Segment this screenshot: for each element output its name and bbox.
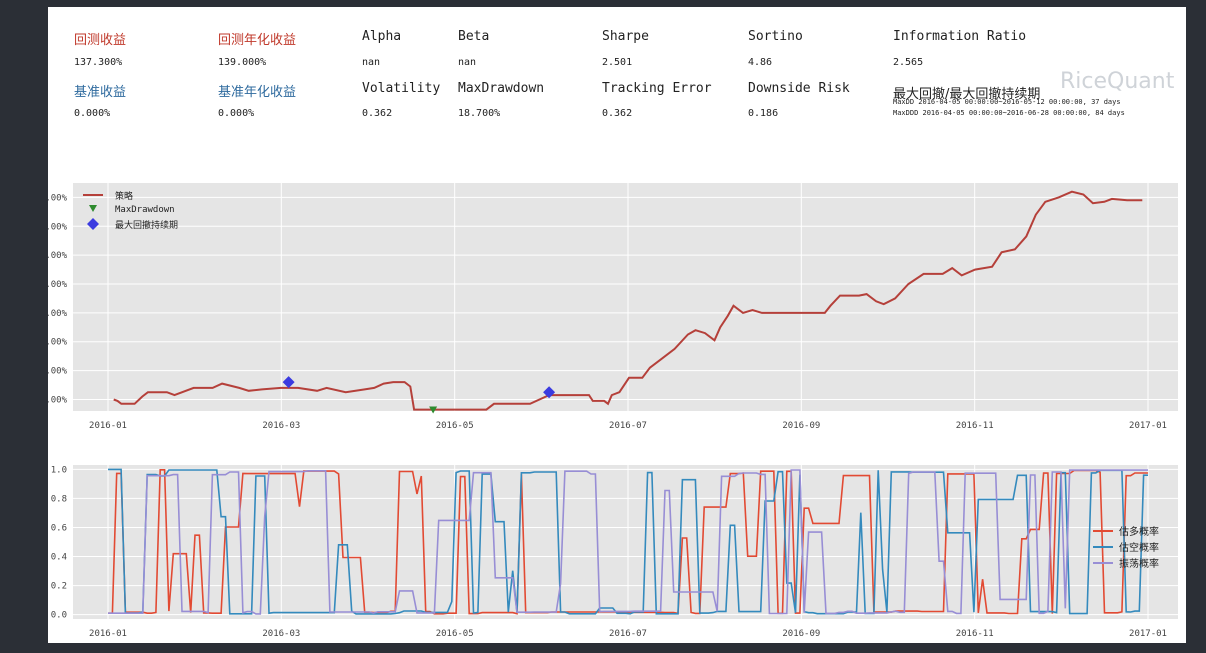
y-tick-label: 100.00%	[48, 251, 68, 261]
legend-label: 策略	[115, 190, 133, 202]
y-tick-label: 0.8	[51, 494, 67, 504]
stat-label: Volatility	[362, 81, 441, 96]
maxddd-marker	[282, 376, 295, 389]
plot-area	[73, 183, 1178, 411]
stat-label: 基准收益	[74, 85, 127, 100]
maxddd-text: MaxDDD 2016-04-05 00:00:00~2016-06-28 00…	[893, 109, 1125, 117]
y-tick-label: 20.00%	[48, 367, 68, 377]
stat-label: Downside Risk	[748, 81, 850, 96]
regime-probability-chart: 2016-01 2016-03 2016-05 2016-07 2016-09 2016-…	[51, 465, 1178, 639]
y-tick-label: 0.6	[51, 523, 67, 533]
stat-value: 139.000%	[218, 57, 267, 68]
x-tick-label: 2016-11	[956, 421, 994, 431]
stat-value: 0.362	[362, 108, 393, 119]
x-tick-label: 2016-11	[956, 629, 994, 639]
y-tick-label: 0.2	[51, 582, 67, 592]
chart1-legend: 策略 MaxDrawdown 最大回撤持续期	[83, 190, 178, 231]
legend-label: 振荡概率	[1119, 557, 1159, 570]
x-tick-label: 2016-03	[262, 421, 300, 431]
stat-value: 137.300%	[74, 57, 123, 68]
ricequant-watermark: RiceQuant	[1060, 69, 1175, 94]
stat-label: 回测年化收益	[218, 33, 297, 48]
stat-value: 0.362	[602, 108, 633, 119]
stat-value: nan	[458, 57, 477, 68]
stat-value: 4.86	[748, 57, 773, 68]
probability-line	[108, 469, 1148, 615]
y-tick-label: 120.00%	[48, 222, 68, 232]
x-tick-label: 2016-03	[262, 629, 300, 639]
x-tick-label: 2016-05	[436, 629, 474, 639]
legend-label: 最大回撤持续期	[115, 219, 178, 231]
stat-label: 回测收益	[74, 33, 127, 48]
legend-label: MaxDrawdown	[115, 205, 175, 215]
legend-swatch-maxddd	[87, 218, 99, 230]
stat-value: 0.000%	[74, 108, 111, 119]
y-tick-label: 40.00%	[48, 338, 68, 348]
x-tick-label: 2016-09	[782, 629, 820, 639]
stat-label: Beta	[458, 29, 490, 44]
y-tick-label: 0.4	[51, 553, 67, 563]
strategy-return-chart: 2016-01 2016-03 2016-05 2016-07 2016-09 2016-…	[48, 183, 1178, 431]
stat-value: 2.565	[893, 57, 924, 68]
y-tick-label: 0.00%	[48, 395, 68, 405]
x-tick-label: 2017-01	[1129, 629, 1167, 639]
stat-value: 18.700%	[458, 108, 501, 119]
y-tick-label: 1.0	[51, 465, 67, 475]
x-tick-label: 2016-01	[89, 421, 127, 431]
strategy-line	[113, 190, 1143, 411]
stat-label: Information Ratio	[893, 29, 1027, 44]
drawdown-title: 最大回撤/最大回撤持续期	[893, 87, 1041, 102]
stat-label: Sharpe	[602, 29, 649, 44]
maxddd-marker	[543, 386, 556, 399]
legend-label: 估多概率	[1119, 525, 1159, 538]
stat-label: MaxDrawdown	[458, 81, 545, 96]
stat-label: Sortino	[748, 29, 803, 44]
stat-label: Tracking Error	[602, 81, 712, 96]
stat-value: 0.186	[748, 108, 779, 119]
x-tick-label: 2016-09	[782, 421, 820, 431]
y-tick-label: 0.0	[51, 611, 67, 621]
legend-label: 估空概率	[1119, 541, 1159, 554]
maxdd-text: MaxDD 2016-04-05 00:00:00~2016-05-12 00:…	[893, 98, 1121, 106]
y-tick-label: 60.00%	[48, 309, 68, 319]
maxdrawdown-marker	[429, 406, 438, 414]
probability-line	[108, 469, 1148, 615]
probability-line	[108, 468, 1148, 615]
plot-area	[73, 465, 1178, 619]
stat-label: Alpha	[362, 29, 402, 44]
x-tick-label: 2016-07	[609, 421, 647, 431]
stat-value: 2.501	[602, 57, 633, 68]
stat-value: nan	[362, 57, 381, 68]
x-tick-label: 2016-05	[436, 421, 474, 431]
x-tick-label: 2017-01	[1129, 421, 1167, 431]
y-tick-label: 140.00%	[48, 193, 68, 203]
legend-swatch-maxdd	[89, 205, 97, 212]
x-tick-label: 2016-01	[89, 629, 127, 639]
stat-label: 基准年化收益	[218, 85, 297, 100]
stat-value: 0.000%	[218, 108, 255, 119]
x-tick-label: 2016-07	[609, 629, 647, 639]
y-tick-label: 80.00%	[48, 280, 68, 290]
report-panel: 回测收益 137.300% 回测年化收益 139.000% Alpha nan Beta na…	[48, 7, 1186, 643]
